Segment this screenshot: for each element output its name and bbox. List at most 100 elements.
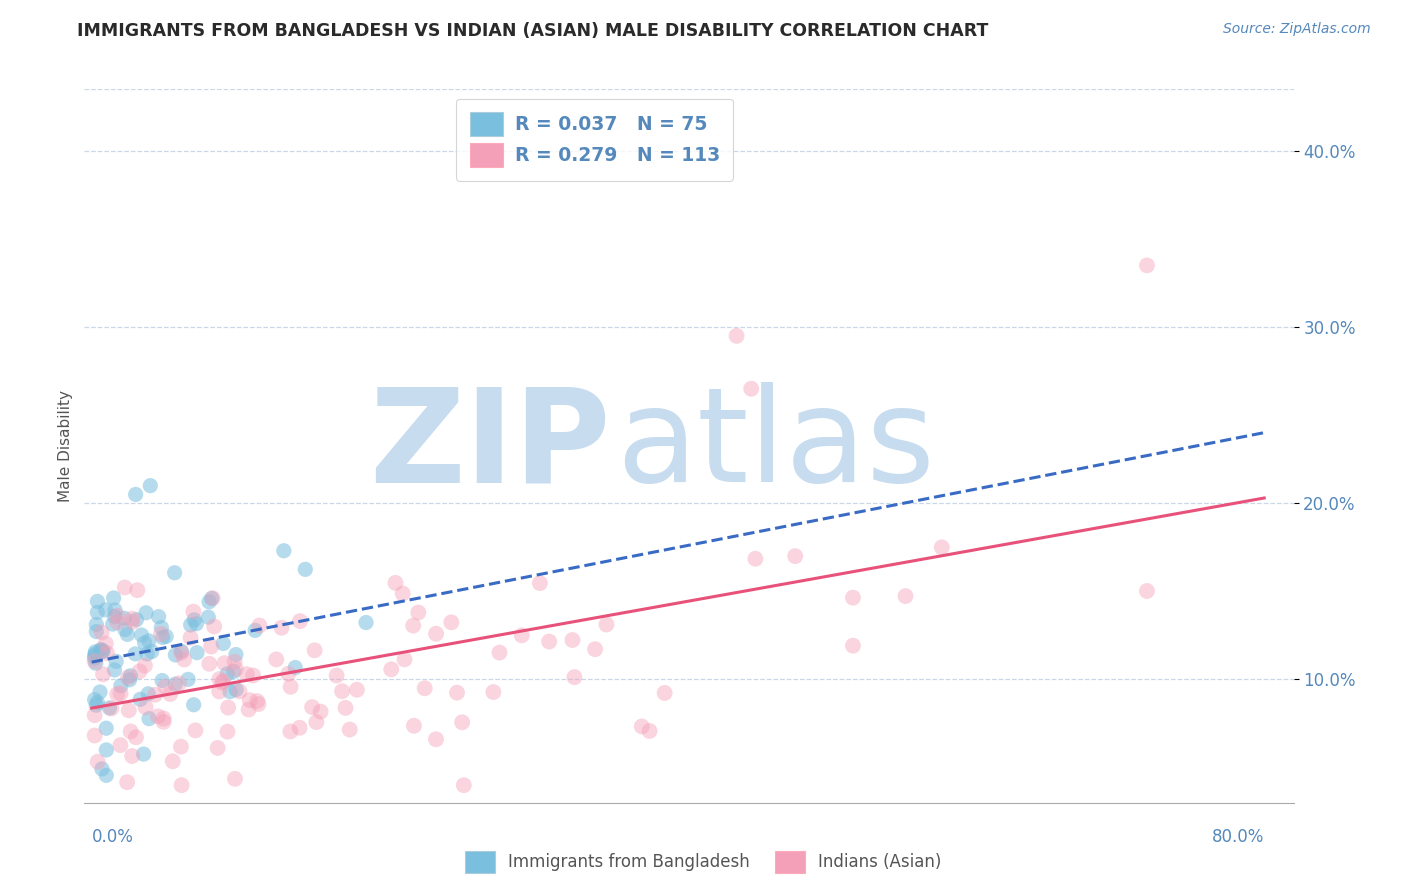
Point	[165, 677, 187, 691]
Point	[212, 636, 235, 650]
Point	[200, 640, 222, 654]
Point	[177, 673, 200, 687]
Point	[744, 551, 766, 566]
Legend: R = 0.037   N = 75, R = 0.279   N = 113: R = 0.037 N = 75, R = 0.279 N = 113	[457, 99, 733, 180]
Point	[1136, 259, 1159, 273]
Point	[264, 652, 287, 666]
Point	[107, 615, 129, 630]
Point	[120, 669, 142, 683]
Point	[135, 606, 157, 620]
Point	[110, 686, 132, 700]
Point	[117, 671, 139, 685]
Point	[138, 634, 160, 648]
Point	[630, 719, 652, 733]
Point	[118, 673, 141, 687]
Point	[167, 676, 190, 690]
Point	[225, 662, 247, 676]
Point	[170, 778, 193, 792]
Point	[100, 701, 122, 715]
Point	[184, 723, 207, 738]
Point	[152, 714, 174, 729]
Point	[96, 721, 118, 735]
Point	[740, 382, 762, 396]
Point	[96, 768, 118, 782]
Point	[90, 642, 112, 657]
Point	[146, 709, 169, 723]
Point	[280, 724, 302, 739]
Point	[86, 606, 108, 620]
Point	[138, 712, 160, 726]
Point	[238, 702, 260, 716]
Point	[408, 606, 430, 620]
Point	[186, 646, 208, 660]
Point	[159, 687, 181, 701]
Point	[211, 675, 233, 690]
Point	[170, 739, 193, 754]
Point	[105, 654, 128, 668]
Point	[217, 666, 239, 681]
Point	[638, 723, 661, 738]
Point	[595, 617, 617, 632]
Point	[197, 610, 219, 624]
Point	[91, 762, 114, 776]
Point	[125, 731, 148, 745]
Point	[129, 692, 152, 706]
Point	[242, 668, 264, 682]
Point	[243, 624, 266, 638]
Point	[148, 609, 170, 624]
Point	[270, 621, 292, 635]
Point	[183, 605, 205, 619]
Point	[413, 681, 436, 696]
Point	[134, 636, 156, 650]
Point	[103, 663, 125, 677]
Point	[288, 614, 311, 628]
Point	[96, 646, 118, 660]
Point	[104, 609, 127, 624]
Point	[304, 643, 326, 657]
Point	[86, 594, 108, 608]
Point	[583, 642, 606, 657]
Point	[83, 651, 105, 665]
Point	[163, 566, 186, 580]
Point	[91, 644, 114, 658]
Point	[402, 618, 425, 632]
Point	[86, 696, 108, 710]
Point	[135, 700, 157, 714]
Point	[202, 619, 225, 633]
Point	[249, 618, 271, 632]
Point	[83, 692, 105, 706]
Point	[425, 626, 447, 640]
Point	[451, 715, 474, 730]
Point	[155, 629, 177, 643]
Point	[162, 754, 184, 768]
Point	[391, 586, 413, 600]
Point	[207, 740, 229, 755]
Point	[134, 658, 156, 673]
Point	[121, 612, 143, 626]
Point	[83, 708, 105, 723]
Point	[482, 685, 505, 699]
Point	[127, 583, 149, 598]
Point	[155, 680, 177, 694]
Point	[564, 670, 586, 684]
Point	[165, 648, 187, 662]
Point	[346, 682, 368, 697]
Point	[83, 648, 105, 663]
Point	[89, 685, 111, 699]
Point	[453, 778, 475, 792]
Point	[894, 589, 917, 603]
Point	[446, 686, 468, 700]
Point	[114, 623, 136, 637]
Point	[186, 616, 208, 631]
Point	[114, 581, 136, 595]
Point	[217, 700, 239, 714]
Point	[125, 613, 148, 627]
Point	[86, 617, 108, 632]
Point	[139, 478, 162, 492]
Point	[121, 749, 143, 764]
Point	[115, 775, 138, 789]
Point	[180, 631, 202, 645]
Point	[217, 724, 239, 739]
Point	[94, 603, 117, 617]
Point	[170, 646, 193, 660]
